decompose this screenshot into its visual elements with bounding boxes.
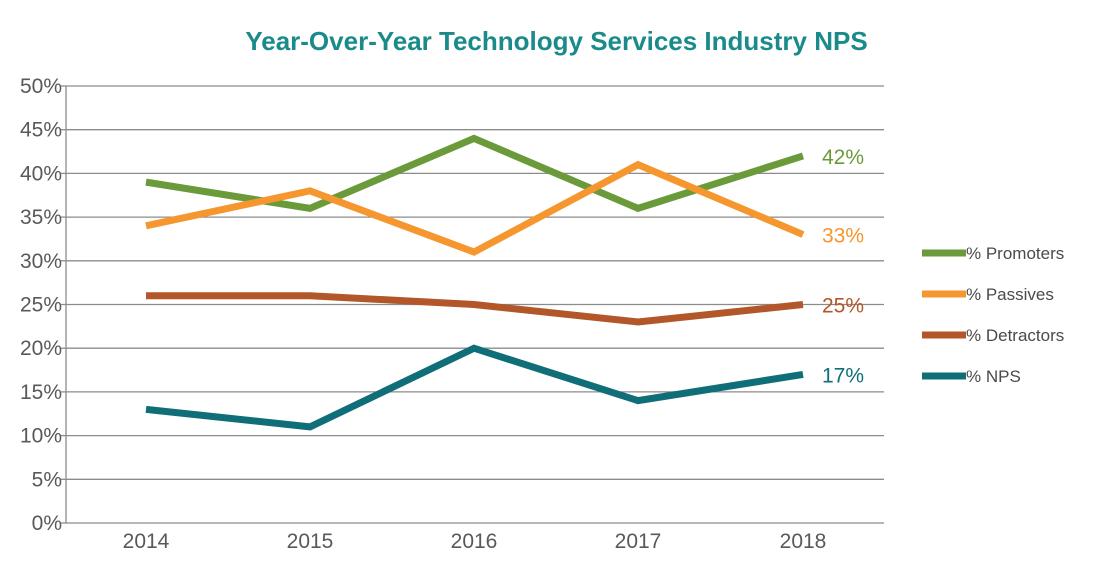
y-tick-label: 25% (20, 294, 62, 317)
x-tick-label: 2017 (615, 530, 662, 553)
y-tick-label: 30% (20, 250, 62, 273)
legend-label: % Promoters (966, 244, 1064, 263)
y-tick-label: 0% (32, 512, 62, 535)
y-tick-label: 35% (20, 206, 62, 229)
series-line (145, 344, 804, 431)
x-tick-label: 2014 (123, 530, 170, 553)
series-line (145, 160, 805, 256)
legend-label: % NPS (966, 367, 1021, 386)
data-label: 17% (822, 364, 864, 387)
data-label: 33% (822, 225, 864, 248)
y-tick-label: 15% (20, 381, 62, 404)
y-tick-label: 40% (20, 162, 62, 185)
y-tick-label: 50% (20, 75, 62, 98)
y-tick-label: 10% (20, 425, 62, 448)
x-tick-label: 2018 (780, 530, 827, 553)
series-line (146, 292, 804, 326)
x-tick-label: 2016 (451, 530, 498, 553)
y-tick-label: 20% (20, 337, 62, 360)
data-label: 25% (822, 295, 864, 318)
x-tick-label: 2015 (287, 530, 334, 553)
data-label: 42% (822, 146, 864, 169)
y-tick-label: 5% (32, 468, 62, 491)
legend-label: % Detractors (966, 326, 1064, 345)
chart-title: Year-Over-Year Technology Services Indus… (245, 26, 868, 56)
legend-label: % Passives (966, 285, 1054, 304)
y-tick-label: 45% (20, 119, 62, 142)
